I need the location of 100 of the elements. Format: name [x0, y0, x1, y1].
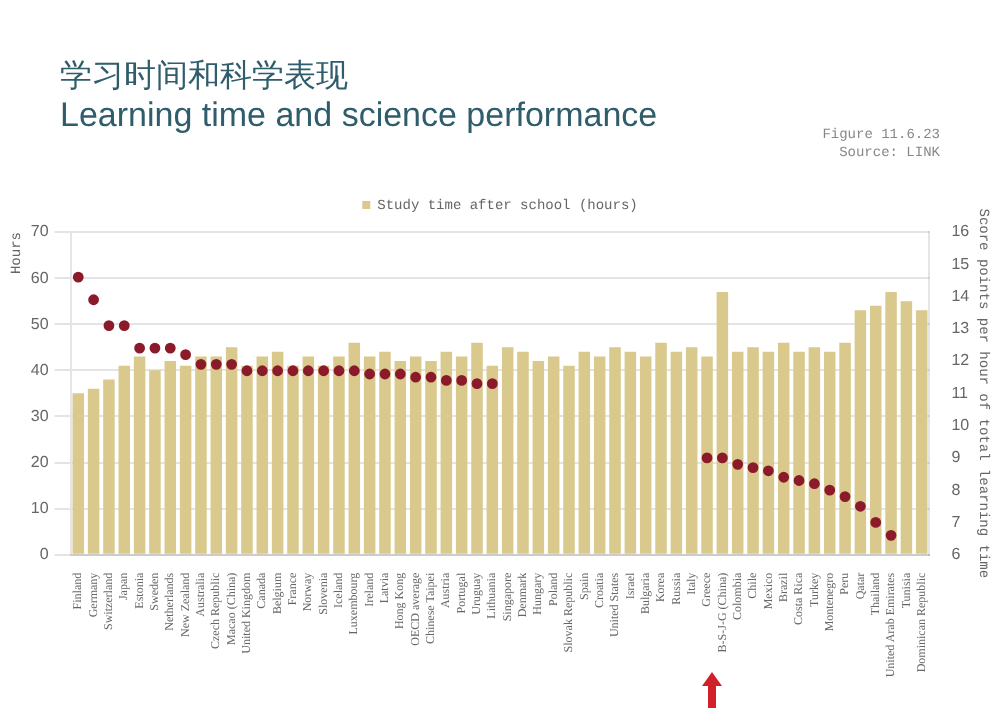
point — [118, 320, 130, 331]
point — [180, 349, 192, 361]
bar — [179, 365, 192, 554]
bar — [317, 365, 330, 554]
bar — [532, 361, 545, 554]
bar — [900, 301, 913, 554]
point — [241, 365, 253, 377]
bar — [333, 356, 345, 554]
bar — [225, 347, 238, 554]
point — [256, 365, 268, 377]
y-tick-label: 50 — [30, 314, 50, 333]
y2-tick-label: 6 — [951, 545, 962, 564]
bar — [195, 356, 207, 554]
point — [870, 517, 882, 528]
y-tick-label: 40 — [30, 360, 50, 379]
point — [348, 365, 360, 377]
point — [379, 368, 391, 380]
bar — [133, 356, 146, 554]
point — [394, 368, 406, 380]
y2-tick-label: 15 — [951, 254, 971, 273]
bar — [256, 356, 269, 554]
bar — [747, 347, 759, 554]
y2-tick-label: 16 — [951, 222, 971, 241]
y-tick-label: 0 — [39, 545, 50, 564]
bar — [593, 356, 606, 554]
y2-tick-label: 8 — [951, 480, 962, 499]
point — [425, 371, 437, 383]
bar — [517, 351, 529, 554]
bar — [793, 351, 805, 554]
bar — [808, 347, 821, 554]
bar — [839, 342, 851, 554]
bar — [609, 347, 621, 554]
point — [885, 529, 897, 541]
point — [302, 365, 314, 377]
bar — [639, 356, 652, 554]
point — [824, 484, 836, 496]
bar — [563, 365, 575, 554]
bar — [103, 379, 115, 554]
y-tick-label: 30 — [30, 406, 50, 425]
bar — [118, 365, 131, 554]
bar — [915, 310, 928, 554]
y2-tick-label: 7 — [951, 512, 962, 531]
point — [486, 378, 498, 390]
bar — [348, 342, 361, 554]
bar — [501, 347, 514, 554]
bar — [547, 356, 560, 554]
point — [88, 294, 99, 306]
bar — [885, 291, 897, 554]
point — [333, 365, 345, 377]
bar — [72, 393, 85, 554]
bar — [149, 370, 161, 554]
y2-tick-label: 13 — [951, 319, 971, 338]
point — [410, 371, 422, 383]
bar — [241, 365, 253, 554]
point — [732, 458, 744, 470]
point — [364, 368, 376, 380]
point — [287, 365, 299, 377]
y2-tick-label: 9 — [951, 448, 962, 467]
bar — [409, 356, 422, 554]
point — [195, 358, 207, 370]
bar — [701, 356, 713, 554]
point — [808, 478, 820, 490]
point — [318, 365, 330, 377]
y2-tick-label: 10 — [951, 416, 971, 435]
bar — [716, 291, 729, 554]
point — [701, 452, 713, 464]
bar — [731, 351, 744, 554]
bar — [271, 351, 284, 554]
bar — [655, 342, 667, 554]
point — [471, 378, 483, 390]
point — [134, 342, 146, 354]
bar — [363, 356, 376, 554]
bar — [823, 351, 836, 554]
bar — [670, 351, 683, 554]
bar — [302, 356, 315, 554]
point — [762, 465, 774, 477]
point — [272, 365, 284, 377]
y-tick-label: 10 — [30, 499, 50, 518]
bar — [685, 347, 698, 554]
bar — [87, 388, 100, 554]
bar — [210, 356, 223, 554]
point — [72, 271, 84, 283]
point — [839, 491, 851, 503]
chart-subtitle: Learning time and science performance — [60, 96, 658, 136]
point — [854, 500, 866, 512]
point — [103, 320, 115, 331]
y-tick-label: 70 — [30, 222, 50, 241]
bar — [486, 365, 499, 554]
chart-title: 学习时间和科学表现 — [60, 56, 348, 98]
point — [747, 462, 759, 473]
bar — [425, 361, 437, 554]
bar — [777, 342, 790, 554]
point — [210, 358, 222, 370]
bar — [854, 310, 867, 554]
bar — [287, 365, 299, 554]
point — [440, 375, 452, 386]
y2-tick-label: 11 — [951, 383, 970, 402]
y2-tick-label: 14 — [951, 286, 971, 305]
bar — [624, 351, 637, 554]
point — [778, 471, 790, 483]
